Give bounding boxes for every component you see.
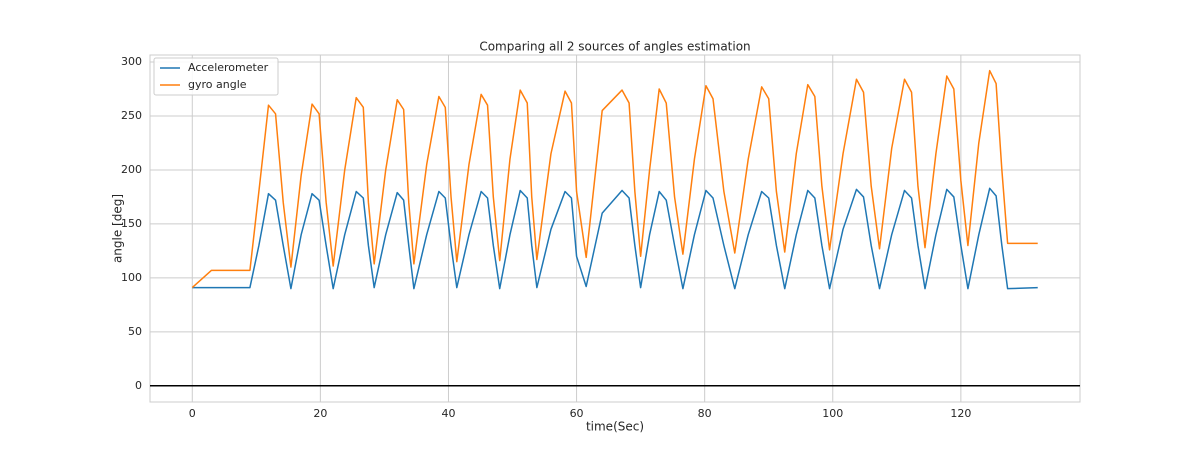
x-tick-label: 20 (313, 407, 327, 420)
y-tick-label: 150 (121, 217, 142, 230)
x-tick-label: 40 (441, 407, 455, 420)
y-tick-label: 250 (121, 109, 142, 122)
x-axis-label: time(Sec) (586, 420, 644, 434)
legend-box (153, 57, 279, 96)
x-tick-label: 120 (950, 407, 971, 420)
y-axis-label: angle [deg] (111, 194, 125, 263)
legend-label: Accelerometer (188, 61, 269, 74)
y-tick-label: 100 (121, 271, 142, 284)
x-tick-label: 80 (698, 407, 712, 420)
series-line (192, 187, 1038, 290)
x-tick-label: 0 (189, 407, 196, 420)
chart-title: Comparing all 2 sources of angles estima… (479, 40, 750, 54)
legend-label: gyro angle (188, 78, 247, 91)
x-tick-label: 100 (822, 407, 843, 420)
y-tick-label: 0 (135, 379, 142, 392)
y-tick-label: 200 (121, 163, 142, 176)
x-tick-label: 60 (570, 407, 584, 420)
plot-frame (149, 54, 1081, 403)
y-tick-label: 50 (128, 325, 142, 338)
y-tick-label: 300 (121, 55, 142, 68)
series-line (191, 69, 1038, 289)
